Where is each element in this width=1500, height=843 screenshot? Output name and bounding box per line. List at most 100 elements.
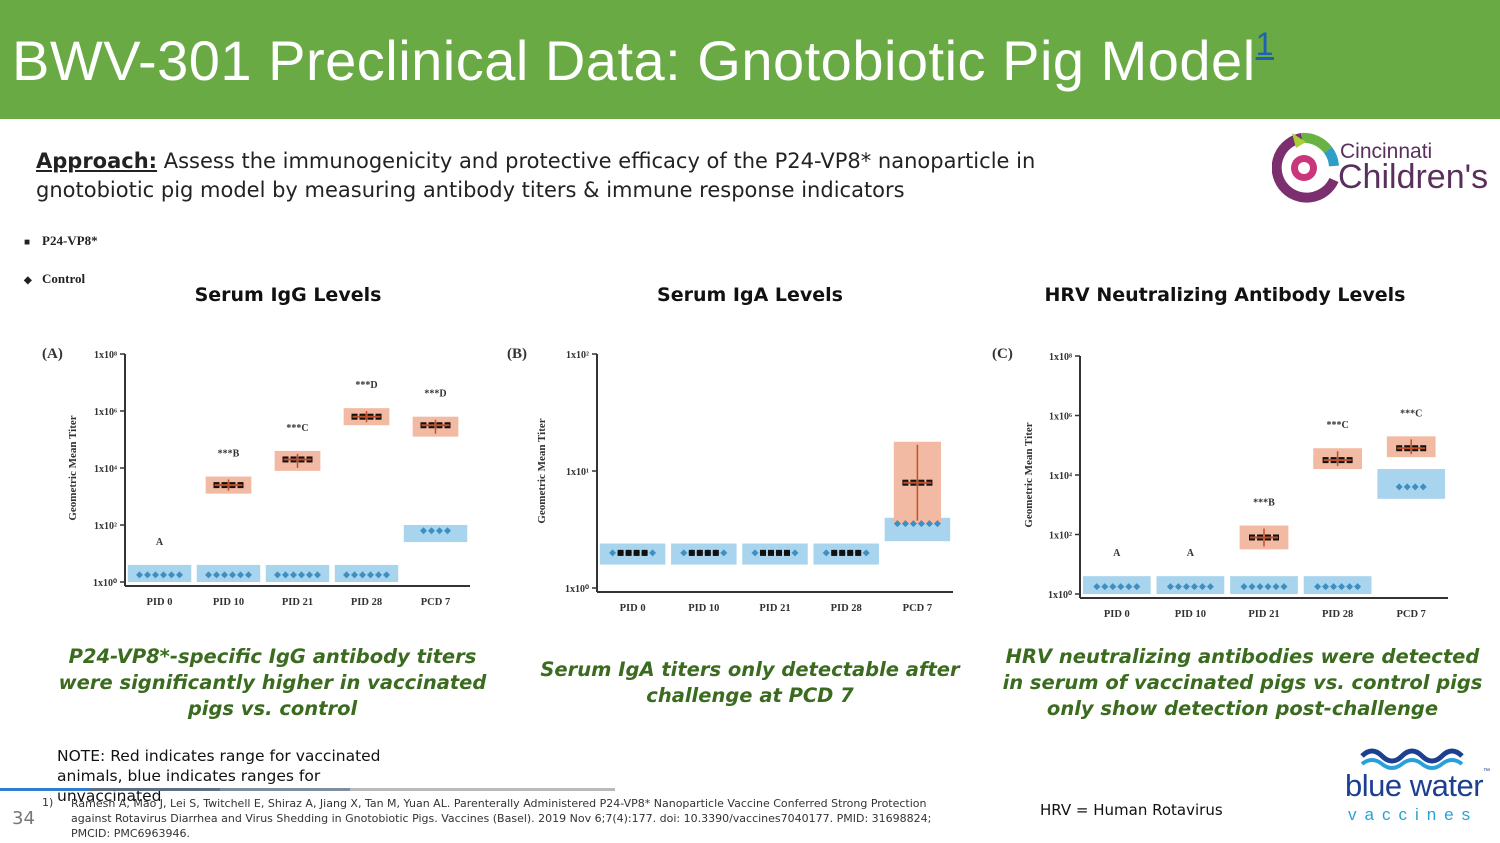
y-tick-label: 1x10² [1049, 531, 1072, 542]
data-point [237, 571, 244, 579]
control-range-box [599, 543, 666, 565]
data-point [704, 549, 711, 556]
control-range-box [742, 543, 808, 565]
x-tick-label: PID 21 [282, 597, 313, 608]
x-tick-label: PID 28 [1322, 609, 1353, 620]
data-point [925, 520, 933, 528]
control-range-box [127, 564, 192, 582]
data-point [901, 520, 909, 528]
data-point [1395, 483, 1403, 491]
reference-text: Ramesh A, Mao J, Lei S, Twitchell E, Shi… [71, 797, 932, 840]
data-point [1272, 583, 1280, 591]
slide-title: BWV-301 Preclinical Data: Gnotobiotic Pi… [12, 26, 1274, 92]
caption-hrv: HRV neutralizing antibodies were detecte… [1002, 645, 1483, 720]
data-point [1125, 583, 1133, 591]
data-point [1256, 583, 1264, 591]
data-point [641, 549, 648, 556]
x-tick-label: PID 10 [1175, 609, 1206, 620]
panel-label: (B) [507, 346, 527, 362]
control-range-box [1082, 576, 1151, 594]
control-range-box [671, 543, 737, 565]
data-point [847, 549, 854, 556]
data-point [444, 527, 451, 535]
y-tick-label: 1x10⁶ [94, 407, 117, 418]
data-point [696, 549, 703, 556]
legend-item-vaccinated: ■ P24-VP8* [24, 233, 98, 248]
data-point [1240, 583, 1248, 591]
progress-segment [220, 788, 350, 791]
igg-chart: (A) Geometric Mean Titer 1x10⁰ 1x10² 1x10⁴ 1x… [42, 346, 470, 608]
data-point [1330, 583, 1338, 591]
significance-label: A [156, 537, 164, 548]
data-point [168, 571, 175, 579]
y-tick-label: 1x10⁸ [94, 350, 117, 361]
progress-segment [90, 788, 220, 791]
data-point [1117, 583, 1125, 591]
y-tick-label: 1x10⁸ [1049, 352, 1072, 363]
data-point [1354, 583, 1362, 591]
x-tick-label: PCD 7 [1396, 609, 1425, 620]
data-point [428, 527, 435, 535]
progress-segment [350, 788, 615, 791]
hrv-chart: (C) Geometric Mean Titer 1x10⁰ 1x10² 1x10⁴ 1x… [992, 346, 1448, 620]
progress-segment [0, 788, 90, 791]
data-point [436, 527, 443, 535]
childrens-text: Children's [1338, 158, 1489, 196]
significance-label: ***C [286, 423, 308, 434]
data-point [136, 571, 143, 579]
y-tick-label: 1x10⁰ [93, 578, 117, 589]
y-tick-label: 1x10⁴ [1049, 471, 1072, 482]
footnote-link[interactable]: 1 [1255, 26, 1274, 62]
blue-water-vaccines-logo [1360, 748, 1464, 770]
data-point [1346, 583, 1354, 591]
data-point [1314, 583, 1322, 591]
data-point [420, 527, 427, 535]
data-point [712, 549, 719, 556]
data-point [688, 549, 695, 556]
legend-item-control: ◆ Control [24, 271, 86, 286]
significance-label: ***C [1326, 420, 1348, 431]
panel-label: (A) [42, 346, 63, 362]
vaccines-text: vaccines [1348, 805, 1479, 824]
data-point [1322, 583, 1330, 591]
x-tick-label: PID 28 [831, 603, 862, 614]
control-range-box [1303, 576, 1372, 594]
data-point [609, 549, 617, 557]
y-tick-label: 1x10⁴ [94, 464, 117, 475]
cincinnati-text: Cincinnati [1340, 140, 1433, 163]
data-point [1190, 583, 1198, 591]
significance-label: A [1187, 548, 1195, 559]
y-tick-label: 1x10² [566, 350, 589, 361]
data-point [1182, 583, 1190, 591]
data-point [1206, 583, 1214, 591]
y-axis-label: Geometric Mean Titer [536, 418, 548, 523]
y-tick-label: 1x10⁶ [1049, 412, 1072, 423]
control-range-box [265, 564, 330, 582]
data-point [751, 549, 759, 557]
data-point [1403, 483, 1411, 491]
data-point [144, 571, 151, 579]
data-point [784, 549, 790, 556]
caption-iga: Serum IgA titers only detectable after c… [540, 658, 960, 707]
control-range-box [1377, 469, 1446, 499]
x-tick-label: PID 21 [1248, 609, 1279, 620]
data-point [229, 571, 236, 579]
significance-label: ***B [1253, 498, 1275, 509]
data-point [893, 520, 901, 528]
reference-number: 1) [42, 796, 54, 809]
control-range-box [196, 564, 261, 582]
x-tick-label: PID 0 [1104, 609, 1130, 620]
control-range-box [1230, 576, 1298, 594]
significance-label: ***D [424, 389, 446, 400]
data-point [298, 571, 305, 579]
data-point [274, 571, 281, 579]
y-tick-label: 1x10² [94, 521, 117, 532]
data-point [776, 549, 782, 556]
control-range-box [1156, 576, 1225, 594]
diamond-marker-icon: ◆ [24, 275, 32, 286]
data-point [625, 549, 632, 556]
chart-title-hrv: HRV Neutralizing Antibody Levels [1044, 284, 1406, 306]
data-point [917, 520, 925, 528]
data-point [1338, 583, 1346, 591]
data-point [855, 549, 862, 556]
